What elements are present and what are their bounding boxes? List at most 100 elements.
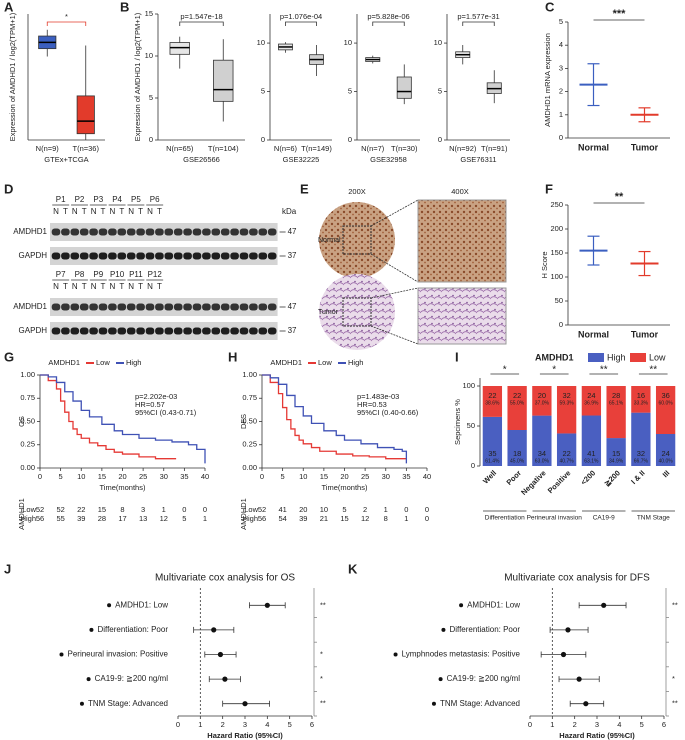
band	[108, 228, 117, 236]
band	[145, 303, 155, 311]
risk-title: AMDHD1	[17, 498, 26, 530]
sample-label: P9	[93, 270, 103, 279]
risk-count: 5	[182, 514, 186, 523]
bar-segment	[606, 386, 626, 439]
band	[126, 228, 136, 236]
significance: *	[672, 674, 675, 683]
y-tick-label: 10	[434, 38, 442, 47]
panel-label: J	[4, 561, 11, 576]
band	[192, 228, 202, 236]
percent-label: 33.3%	[634, 400, 649, 406]
box	[213, 59, 234, 102]
band	[70, 228, 80, 236]
x-tick-label: 4	[265, 720, 269, 729]
band	[239, 252, 249, 260]
risk-count: 10	[320, 505, 328, 514]
sample-label: P4	[112, 195, 122, 204]
panel-label: C	[545, 0, 555, 14]
x-tick-label: 40	[201, 472, 209, 481]
x-tick-label: 5	[288, 720, 292, 729]
band	[211, 327, 221, 335]
panel-label: B	[120, 0, 129, 14]
hr-point	[576, 676, 582, 682]
band	[192, 303, 202, 311]
band	[70, 327, 80, 335]
stat-text: HR=0.53	[357, 400, 387, 409]
bullet	[107, 603, 112, 608]
legend-swatch	[630, 353, 646, 362]
y-tick-label: 2	[559, 87, 563, 96]
band	[79, 228, 89, 236]
band	[249, 327, 258, 335]
risk-count: 0	[425, 514, 429, 523]
band	[155, 327, 164, 335]
x-tick-label: 20	[340, 472, 348, 481]
risk-count: 3	[141, 505, 145, 514]
significance: *	[552, 365, 556, 376]
lane-label: N	[147, 207, 153, 216]
percent-label: 36.9%	[584, 400, 599, 406]
y-tick-label: 0.25	[242, 440, 257, 449]
count-label: 32	[637, 449, 645, 458]
band	[173, 327, 183, 335]
panel-label: K	[348, 561, 358, 576]
x-tick-label: T(n=104)	[208, 144, 239, 153]
x-tick-label: 5	[281, 472, 285, 481]
x-tick-label: 10	[77, 472, 85, 481]
x-axis-label: Time(months)	[322, 483, 368, 492]
sample-label: P11	[129, 270, 143, 279]
y-tick-label: 0	[348, 135, 352, 144]
count-label: 41	[587, 449, 595, 458]
stat-text: p=2.202e-03	[135, 392, 177, 401]
x-tick-label: Negative	[519, 468, 547, 496]
survival-curve	[40, 374, 206, 464]
panel-label: H	[228, 349, 237, 364]
x-tick-label: I & II	[629, 468, 647, 486]
bracket	[46, 21, 87, 26]
risk-count: 39	[299, 514, 307, 523]
significance: ***	[613, 8, 627, 20]
y-tick-label: 150	[550, 248, 563, 257]
legend-label: Low	[649, 352, 666, 362]
hr-point	[242, 701, 248, 707]
hr-point	[211, 627, 217, 633]
lane-label: T	[101, 207, 106, 216]
y-tick-label: 0.75	[242, 393, 257, 402]
count-label: 28	[612, 391, 620, 400]
band	[61, 303, 70, 311]
x-tick-label: 25	[139, 472, 147, 481]
x-tick-label: N(n=6)	[274, 144, 298, 153]
zoom-box	[342, 297, 372, 327]
x-tick-label: 3	[595, 720, 599, 729]
percent-label: 55.0%	[510, 400, 525, 406]
protein-label: AMDHD1	[13, 227, 47, 236]
band	[61, 252, 70, 260]
band	[211, 303, 221, 311]
band	[211, 252, 221, 260]
band	[202, 303, 211, 311]
bar-segment	[655, 434, 676, 466]
band	[183, 228, 192, 236]
row-label: Differentiation: Poor	[449, 625, 520, 634]
risk-count: 28	[98, 514, 106, 523]
y-tick-label: 5	[559, 17, 563, 26]
risk-count: 8	[384, 514, 388, 523]
size-label: 47	[288, 302, 297, 311]
lane-label: N	[128, 282, 134, 291]
x-tick-label: Normal	[578, 329, 609, 339]
sample-label: P1	[56, 195, 66, 204]
risk-count: 0	[182, 505, 186, 514]
risk-count: 12	[160, 514, 168, 523]
lane-label: N	[147, 282, 153, 291]
band	[145, 327, 155, 335]
y-axis-label: Sepcimens %	[453, 399, 462, 445]
legend-title: AMDHD1	[48, 358, 80, 367]
band	[89, 252, 98, 260]
y-tick-label: 5	[261, 87, 265, 96]
risk-count: 54	[278, 514, 286, 523]
sample-label: P10	[110, 270, 125, 279]
x-tick-label: 5	[59, 472, 63, 481]
count-label: 16	[637, 391, 645, 400]
legend-swatch	[588, 353, 604, 362]
